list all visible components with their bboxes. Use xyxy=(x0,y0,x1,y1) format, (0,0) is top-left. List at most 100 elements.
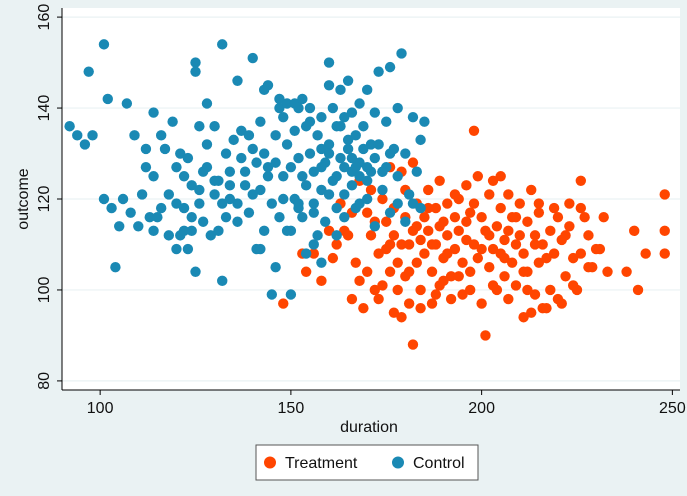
y-tick-label-140: 140 xyxy=(36,95,53,122)
treatment-point xyxy=(461,234,472,246)
control-point xyxy=(178,171,190,182)
control-point xyxy=(270,157,281,168)
control-point xyxy=(175,148,186,159)
control-point xyxy=(266,198,278,209)
control-point xyxy=(152,211,163,223)
treatment-point xyxy=(449,211,461,223)
control-point xyxy=(155,130,167,141)
treatment-point xyxy=(484,230,495,241)
control-point xyxy=(308,166,319,177)
treatment-point xyxy=(503,293,514,305)
treatment-point xyxy=(403,266,415,277)
control-point xyxy=(125,207,136,218)
treatment-point xyxy=(464,284,476,296)
treatment-point xyxy=(361,207,373,218)
control-point xyxy=(316,257,327,268)
treatment-point xyxy=(598,211,609,223)
control-point xyxy=(278,193,289,205)
control-point xyxy=(308,239,319,250)
control-point xyxy=(236,125,247,136)
control-point xyxy=(331,202,342,214)
control-point xyxy=(323,57,335,68)
treatment-point xyxy=(545,284,556,296)
treatment-point xyxy=(365,230,377,241)
treatment-point xyxy=(533,207,545,218)
treatment-point xyxy=(415,284,426,296)
treatment-point xyxy=(468,125,480,136)
y-tick-label-100: 100 xyxy=(36,277,53,304)
control-point xyxy=(354,171,365,182)
treatment-point xyxy=(423,184,434,196)
treatment-point xyxy=(461,180,472,191)
treatment-point xyxy=(464,266,476,277)
treatment-point xyxy=(567,280,579,291)
treatment-point xyxy=(445,271,457,282)
treatment-point xyxy=(442,230,453,241)
control-point xyxy=(323,80,335,91)
control-point xyxy=(304,102,316,114)
control-point xyxy=(323,148,335,159)
treatment-point xyxy=(495,202,506,214)
control-point xyxy=(243,207,255,218)
treatment-point xyxy=(342,230,354,241)
control-point xyxy=(415,202,426,214)
control-point xyxy=(331,171,342,182)
legend-label-treatment: Treatment xyxy=(285,455,358,472)
treatment-point xyxy=(487,280,499,291)
control-point xyxy=(209,121,220,132)
control-point xyxy=(171,243,182,255)
treatment-point xyxy=(434,221,445,232)
x-tick-label-100: 100 xyxy=(87,400,114,417)
treatment-point xyxy=(434,175,445,187)
control-point xyxy=(281,98,293,109)
treatment-point xyxy=(510,239,522,250)
control-point xyxy=(361,161,373,173)
control-point xyxy=(155,202,167,214)
control-point xyxy=(201,161,213,173)
control-point xyxy=(83,66,94,77)
treatment-point xyxy=(541,302,552,314)
treatment-point xyxy=(548,202,560,214)
control-point xyxy=(163,189,175,200)
treatment-point xyxy=(564,198,575,209)
treatment-point xyxy=(278,298,289,309)
control-point xyxy=(285,161,297,173)
treatment-point xyxy=(487,243,499,255)
treatment-point xyxy=(533,257,545,268)
control-point xyxy=(373,139,384,150)
x-tick-label-150: 150 xyxy=(278,400,305,417)
control-point xyxy=(159,143,171,155)
axes: 80 100 120 140 160 100 150 200 250 xyxy=(36,4,686,417)
treatment-point xyxy=(377,280,388,291)
treatment-point xyxy=(499,271,510,282)
treatment-point xyxy=(472,252,484,264)
treatment-point xyxy=(354,275,365,287)
treatment-point xyxy=(396,312,407,323)
control-point xyxy=(377,184,388,196)
control-point xyxy=(258,225,270,237)
control-point xyxy=(361,84,373,96)
control-point xyxy=(415,134,426,146)
control-point xyxy=(289,125,300,136)
treatment-point xyxy=(453,271,464,282)
treatment-point xyxy=(331,239,342,250)
treatment-point xyxy=(518,266,529,277)
treatment-point xyxy=(499,252,510,264)
control-point xyxy=(258,148,270,159)
control-point xyxy=(316,161,327,173)
control-point xyxy=(400,148,411,159)
control-point xyxy=(331,230,342,241)
control-point xyxy=(140,143,152,155)
control-point xyxy=(293,202,304,214)
control-point xyxy=(64,121,75,132)
control-point xyxy=(110,262,121,273)
control-point xyxy=(197,216,209,227)
control-point xyxy=(217,39,228,50)
treatment-point xyxy=(369,284,381,296)
treatment-point xyxy=(472,171,484,182)
treatment-point xyxy=(484,189,495,200)
treatment-point xyxy=(396,239,407,250)
treatment-point xyxy=(503,189,514,200)
control-point xyxy=(255,184,266,196)
control-point xyxy=(220,211,232,223)
